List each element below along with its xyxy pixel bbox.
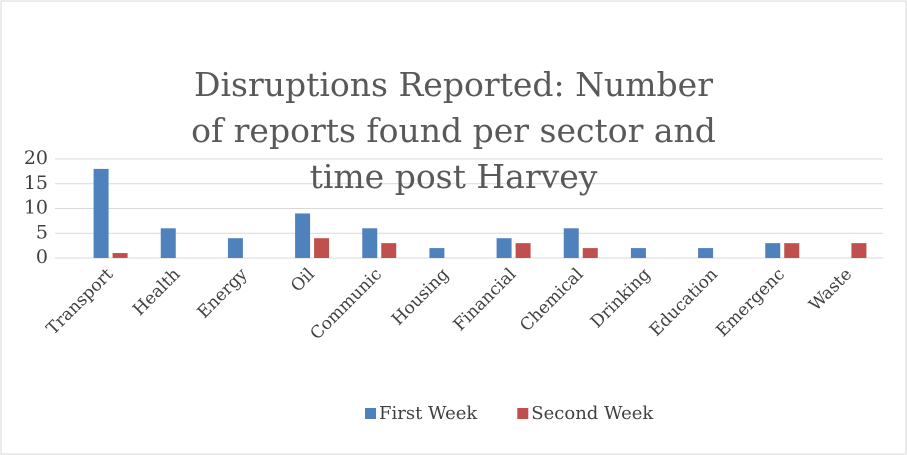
bar xyxy=(851,243,867,258)
legend-label: First Week xyxy=(379,403,478,424)
bar xyxy=(227,238,243,258)
bar xyxy=(381,243,397,258)
bar xyxy=(563,228,579,258)
y-tick-label: 20 xyxy=(24,147,48,169)
chart-title: Disruptions Reported: Number of reports … xyxy=(191,65,716,196)
bar xyxy=(93,168,109,258)
bar xyxy=(295,213,311,258)
bar xyxy=(112,253,128,258)
bar xyxy=(429,248,445,258)
bar xyxy=(582,248,598,258)
legend-swatch xyxy=(365,408,376,419)
bar xyxy=(314,238,330,258)
y-tick-label: 5 xyxy=(36,221,48,243)
bar xyxy=(630,248,646,258)
bar xyxy=(160,228,176,258)
y-tick-label: 15 xyxy=(24,172,48,194)
bar xyxy=(496,238,512,258)
bar xyxy=(515,243,531,258)
legend-label: Second Week xyxy=(531,403,654,424)
y-tick-label: 0 xyxy=(36,246,48,268)
bar xyxy=(765,243,781,258)
bar xyxy=(698,248,714,258)
legend-swatch xyxy=(517,408,529,419)
bar xyxy=(784,243,800,258)
y-tick-label: 10 xyxy=(24,197,48,219)
bar xyxy=(362,228,378,258)
